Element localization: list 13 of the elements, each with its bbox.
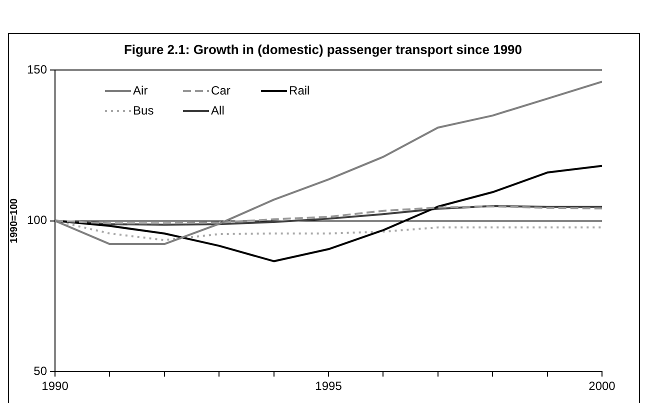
legend-label: Bus [133,103,154,118]
x-tick-label: 1990 [42,379,69,394]
y-tick-label: 100 [26,213,48,228]
y-axis-title: 1990=100 [8,198,20,244]
y-tick-label: 150 [26,62,48,76]
legend-label: Rail [289,83,310,98]
x-tick-label: 1995 [315,379,342,394]
legend-label: Air [133,83,148,98]
legend-label: Car [211,83,230,98]
x-tick-label: 2000 [588,379,616,394]
chart-title: Figure 2.1: Growth in (domestic) passenger transport since 1990 [122,42,524,57]
y-tick-label: 50 [34,364,48,378]
legend-label: All [211,103,224,118]
